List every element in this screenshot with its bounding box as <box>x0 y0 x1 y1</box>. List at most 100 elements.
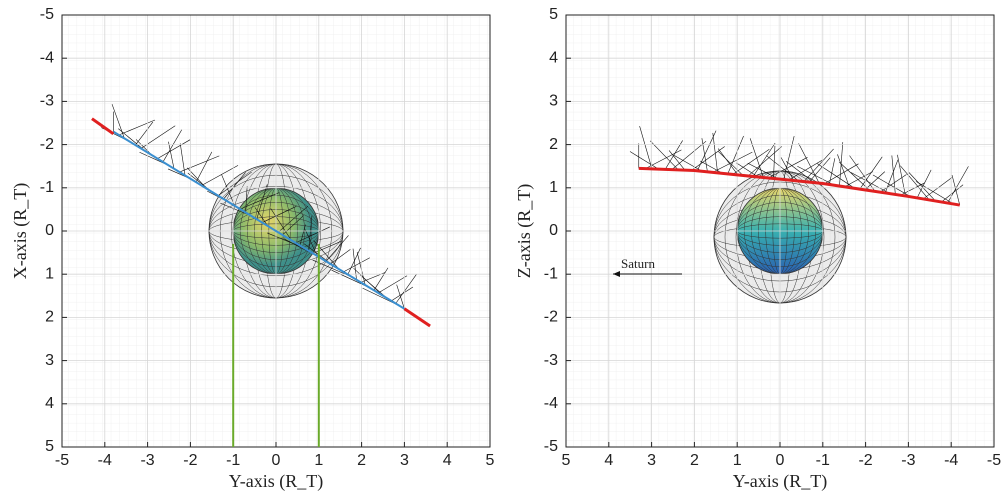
y-tick-label: -2 <box>544 309 558 326</box>
field-line <box>304 229 318 257</box>
field-line <box>872 174 912 198</box>
field-line <box>697 130 717 171</box>
field-line <box>732 149 770 175</box>
field-line <box>639 126 653 169</box>
field-line <box>343 257 370 273</box>
field-line <box>691 146 725 171</box>
field-line <box>330 249 351 265</box>
y-tick-label: 2 <box>549 136 558 153</box>
trajectory <box>638 166 961 207</box>
x-tick-label: 1 <box>314 452 323 469</box>
x-tick-label: -3 <box>140 452 154 469</box>
y-tick-label: -5 <box>40 6 54 23</box>
field-line <box>803 148 834 182</box>
field-line <box>700 160 723 174</box>
y-tick-label: -3 <box>40 93 54 110</box>
field-line <box>373 267 389 291</box>
x-tick-label: -4 <box>98 452 112 469</box>
field-line <box>312 241 342 254</box>
x-tick-label: 2 <box>690 452 699 469</box>
field-line <box>900 165 930 201</box>
x-tick-label: -4 <box>944 452 958 469</box>
field-line <box>111 104 125 139</box>
field-line <box>395 273 417 304</box>
trajectory <box>91 117 115 136</box>
field-line <box>916 169 932 199</box>
field-line <box>798 143 820 184</box>
field-line <box>768 157 808 179</box>
field-line <box>195 151 213 183</box>
x-tick-label: 1 <box>733 452 742 469</box>
field-line <box>135 121 154 146</box>
field-line <box>844 171 873 188</box>
field-line <box>783 135 795 180</box>
y-tick-label: 4 <box>45 395 54 412</box>
field-line <box>747 146 782 177</box>
y-tick-label: 5 <box>549 6 558 23</box>
field-line <box>157 139 191 159</box>
field-line <box>808 157 831 183</box>
field-line <box>270 208 292 241</box>
x-tick-label: -1 <box>816 452 830 469</box>
field-line <box>221 174 235 206</box>
y-axis-label: Z-axis (R_T) <box>514 184 535 278</box>
field-line <box>701 138 708 172</box>
field-line <box>747 162 779 180</box>
field-line <box>829 158 836 185</box>
field-line <box>629 151 659 170</box>
field-line <box>712 132 718 173</box>
field-line <box>951 174 961 206</box>
field-line <box>849 155 876 192</box>
x-tick-label: -3 <box>901 452 915 469</box>
y-tick-label: -3 <box>544 352 558 369</box>
x-tick-label: -5 <box>55 452 69 469</box>
x-tick-label: 4 <box>604 452 613 469</box>
y-tick-label: 1 <box>45 265 54 282</box>
field-line <box>673 154 703 172</box>
field-line <box>752 142 776 177</box>
field-line <box>850 172 891 194</box>
field-line <box>179 143 186 176</box>
field-line <box>864 171 886 191</box>
x-tick-label: 2 <box>357 452 366 469</box>
field-line <box>240 192 280 210</box>
x-tick-label: -1 <box>226 452 240 469</box>
axes-box <box>61 14 491 448</box>
x-tick-label: 0 <box>776 452 785 469</box>
y-tick-label: 5 <box>45 438 54 455</box>
field-line <box>884 159 899 194</box>
field-line <box>817 163 855 189</box>
field-line <box>325 235 349 262</box>
field-line <box>837 154 850 188</box>
y-tick-label: -5 <box>544 438 558 455</box>
x-tick-label: 3 <box>647 452 656 469</box>
y-tick-label: 3 <box>549 93 558 110</box>
field-line <box>223 172 246 200</box>
field-line <box>245 186 248 213</box>
y-tick-label: -4 <box>544 395 558 412</box>
y-tick-label: 2 <box>45 309 54 326</box>
field-line <box>786 161 815 183</box>
x-tick-label: 3 <box>400 452 409 469</box>
field-line <box>897 154 906 197</box>
y-tick-label: 0 <box>549 222 558 239</box>
field-line <box>308 215 313 251</box>
y-tick-label: -2 <box>40 136 54 153</box>
field-line <box>773 145 776 179</box>
field-line <box>736 162 759 178</box>
axes-box <box>565 14 995 448</box>
field-line <box>378 275 408 294</box>
field-line <box>797 165 835 186</box>
field-line <box>916 181 954 205</box>
field-line <box>766 155 800 182</box>
field-line <box>168 141 175 169</box>
field-line <box>839 161 871 191</box>
x-tick-label: 0 <box>272 452 281 469</box>
annotation: Saturn <box>621 256 655 271</box>
field-line <box>118 119 156 136</box>
trajectory <box>403 307 431 328</box>
x-tick-label: 5 <box>486 452 495 469</box>
y-axis-label: X-axis (R_T) <box>10 183 31 279</box>
field-line <box>717 148 739 176</box>
